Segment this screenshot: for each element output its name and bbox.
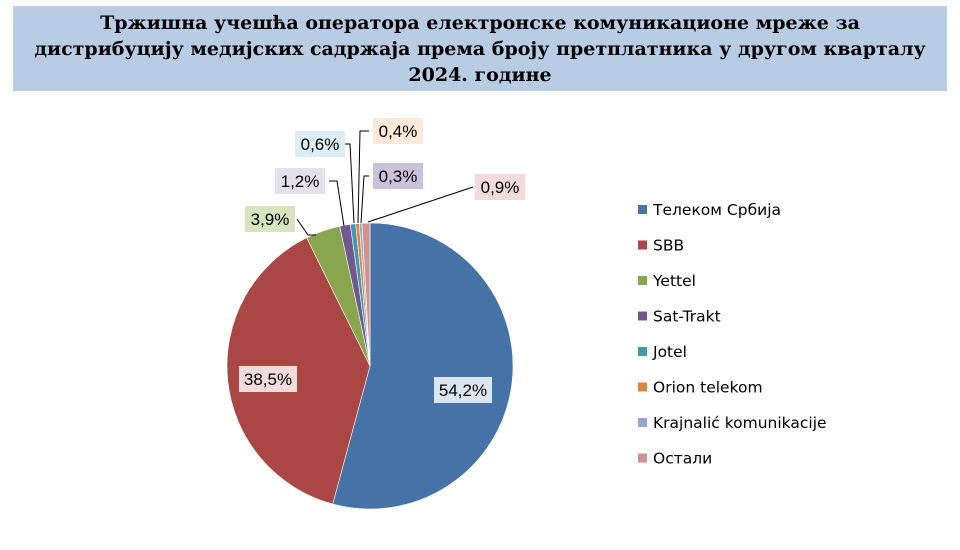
legend-swatch-1 <box>638 240 647 250</box>
legend-label-7: Остали <box>653 450 712 468</box>
leader-line-6 <box>360 175 369 224</box>
data-label-3: 1,2% <box>281 172 320 191</box>
legend-swatch-3 <box>638 311 647 321</box>
pie-slices <box>226 222 514 510</box>
data-label-box-2 <box>245 206 295 232</box>
data-label-4: 0,6% <box>301 135 340 154</box>
leader-line-2 <box>296 218 316 236</box>
data-label-box-3 <box>275 168 325 194</box>
legend-label-0: Телеком Србија <box>652 201 781 219</box>
data-label-box-5 <box>373 118 423 144</box>
data-label-box-6 <box>373 163 423 189</box>
pie-slice-7 <box>361 222 371 367</box>
leader-line-7 <box>367 186 474 223</box>
legend-swatch-0 <box>638 205 647 214</box>
legend-swatch-4 <box>638 347 647 356</box>
data-label-1: 38,5% <box>244 370 292 389</box>
data-labels: 54,2% 38,5% 3,9% 1,2% 0,6% 0,4% 0,3% 0,9% <box>239 118 525 403</box>
data-label-7: 0,9% <box>481 178 520 197</box>
data-label-box-7 <box>475 174 525 200</box>
legend-label-3: Sat-Trakt <box>653 308 721 326</box>
legend-swatch-7 <box>638 453 647 463</box>
legend-label-6: Krajnalić komunikacije <box>653 414 827 432</box>
leader-line-5 <box>357 130 369 224</box>
legend-label-5: Orion telekom <box>653 379 763 397</box>
chart-title: Тржишна учешћа оператора електронске ком… <box>13 6 947 91</box>
data-label-6: 0,3% <box>379 167 418 186</box>
legend-label-4: Jotel <box>652 343 687 361</box>
leader-lines <box>296 130 474 236</box>
pie-slice-0 <box>332 222 514 510</box>
legend-swatch-5 <box>638 382 647 392</box>
data-label-0: 54,2% <box>439 381 487 400</box>
legend-label-1: SBB <box>653 237 684 255</box>
legend-swatch-2 <box>638 276 647 285</box>
data-label-box-1 <box>239 366 297 392</box>
data-label-2: 3,9% <box>251 210 290 229</box>
legend-label-2: Yettel <box>652 272 696 290</box>
legend: Телеком Србија SBB Yettel Sat-Trakt Jotel Ori… <box>638 201 827 468</box>
leader-line-4 <box>343 143 355 224</box>
leader-line-3 <box>329 180 345 227</box>
data-label-box-4 <box>295 131 345 157</box>
pie-slice-1 <box>226 237 371 505</box>
data-label-5: 0,4% <box>379 122 418 141</box>
legend-swatch-6 <box>638 418 647 427</box>
data-label-box-0 <box>434 377 492 403</box>
